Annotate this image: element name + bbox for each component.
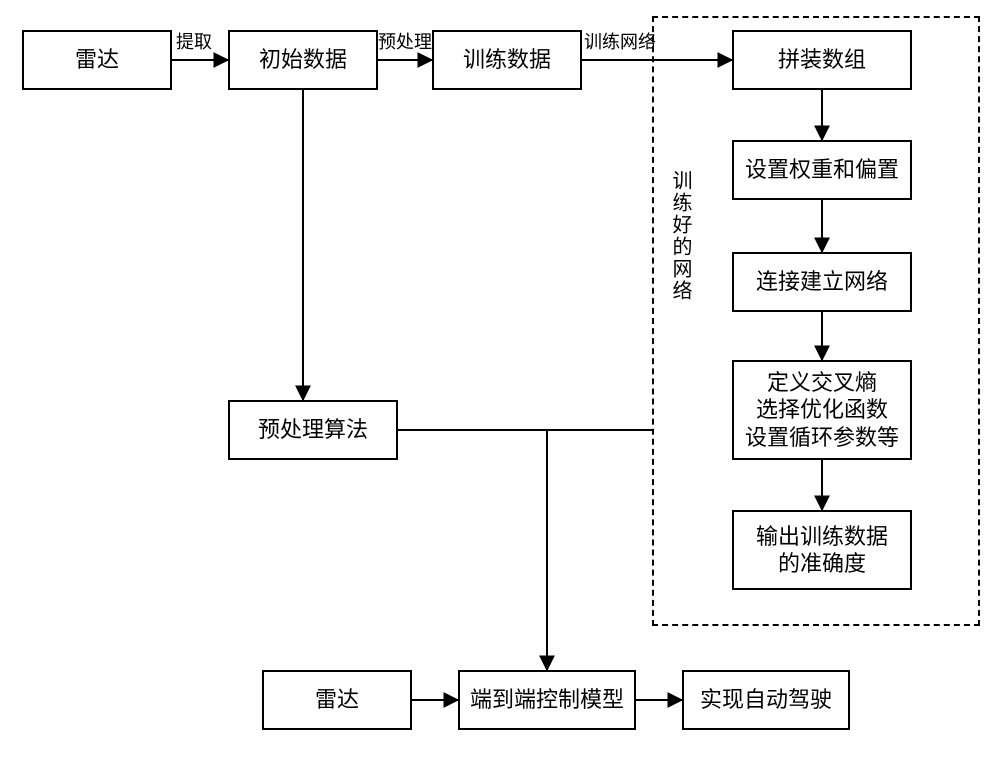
edge-label: 训练网络 (584, 28, 656, 54)
node-raw_data: 初始数据 (228, 30, 378, 90)
node-build_net: 连接建立网络 (732, 252, 912, 312)
edge-label: 预处理 (378, 28, 432, 54)
node-radar1: 雷达 (22, 30, 172, 90)
flowchart-canvas: 训练好的网络 雷达初始数据训练数据拼装数组设置权重和偏置连接建立网络定义交叉熵 … (0, 0, 1000, 777)
edge-label: 提取 (176, 28, 212, 54)
node-train_data: 训练数据 (432, 30, 582, 90)
node-auto_drive: 实现自动驾驶 (682, 670, 850, 730)
trained-network-label: 训练好的网络 (666, 170, 695, 302)
node-radar2: 雷达 (262, 670, 412, 730)
node-e2e_model: 端到端控制模型 (458, 670, 636, 730)
node-loss_opt: 定义交叉熵 选择优化函数 设置循环参数等 (732, 360, 912, 460)
node-assemble: 拼装数组 (732, 30, 912, 90)
node-out_acc: 输出训练数据 的准确度 (732, 510, 912, 590)
node-weights: 设置权重和偏置 (732, 140, 912, 200)
node-preproc_alg: 预处理算法 (228, 400, 398, 460)
